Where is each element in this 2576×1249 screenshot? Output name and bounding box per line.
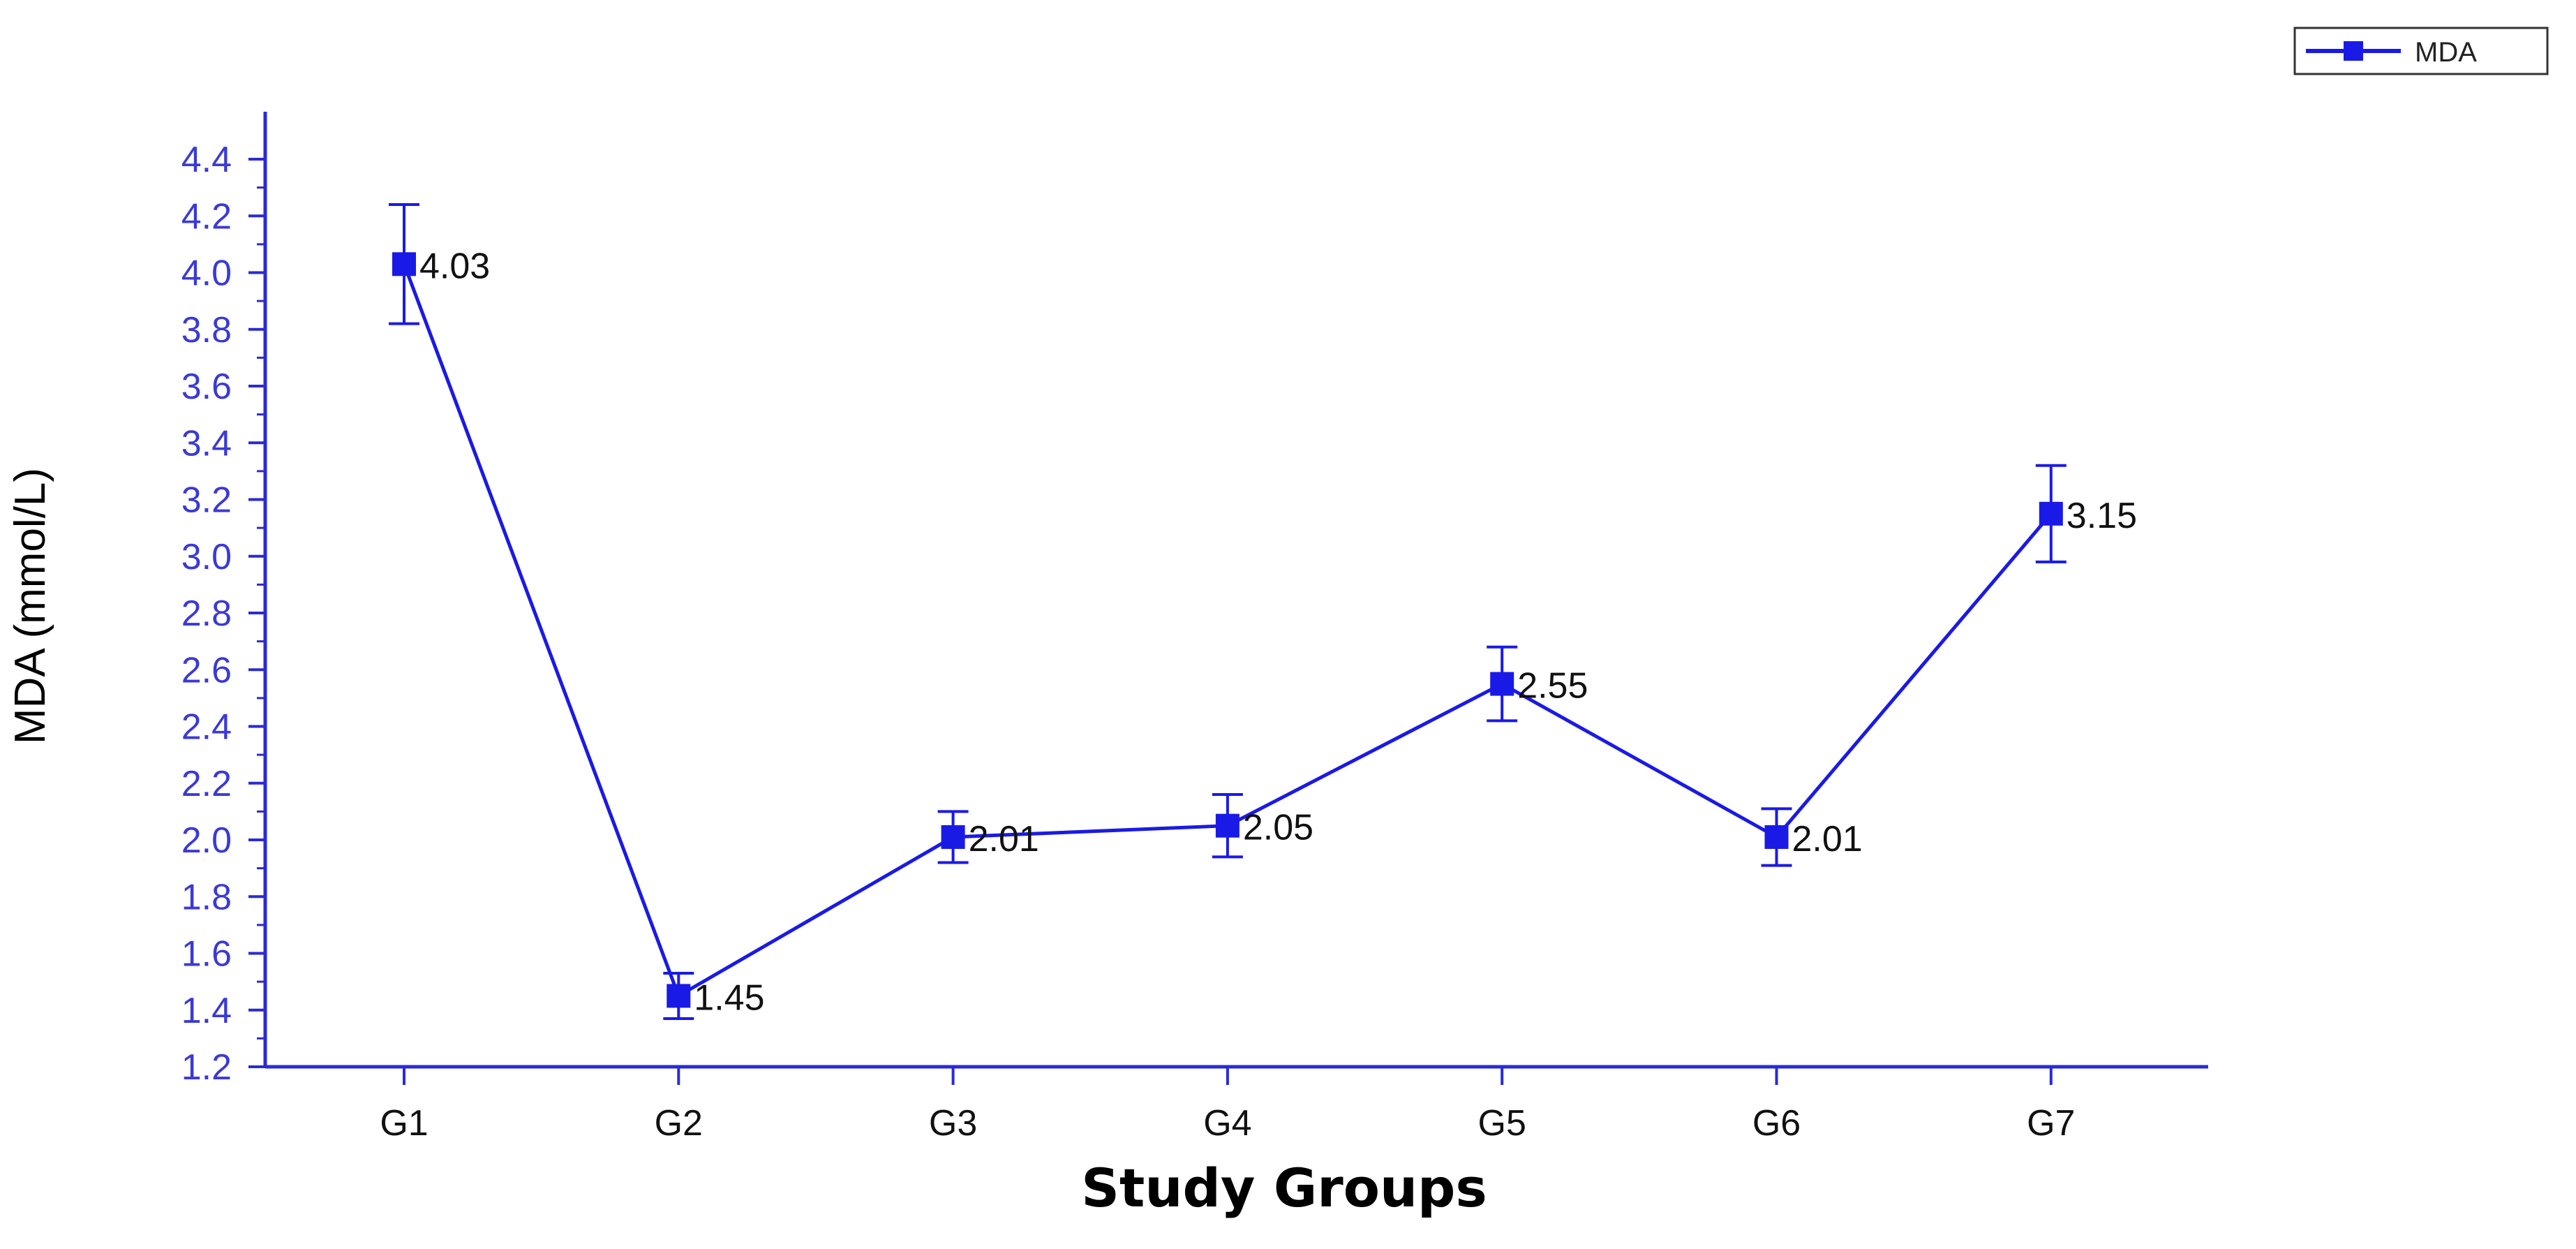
y-axis-title: MDA (mmol/L) (6, 468, 54, 744)
x-tick-label: G1 (380, 1103, 428, 1144)
y-tick-label: 1.8 (181, 877, 232, 917)
data-point (667, 984, 691, 1008)
data-label: 2.01 (1792, 819, 1863, 859)
y-tick-label: 2.0 (181, 820, 232, 861)
y-tick-label: 2.6 (181, 650, 232, 690)
data-point (392, 252, 416, 276)
labels-layer: 4.03 1.45 2.01 2.05 2.55 2.01 3.15 (419, 246, 2137, 1018)
y-tick-label: 1.6 (181, 934, 232, 975)
ticks-layer: 1.2 1.4 1.6 1.8 2.0 2.2 2.4 2.6 2.8 3.0 3.2 3.4 3.6 3… (181, 140, 2076, 1144)
data-label: 2.01 (969, 819, 1039, 859)
x-tick-label: G2 (655, 1103, 703, 1144)
data-point (2039, 501, 2063, 526)
data-label: 4.03 (419, 246, 490, 286)
y-tick-label: 1.4 (181, 991, 232, 1031)
legend: MDA (2293, 27, 2549, 75)
y-tick-label: 4.2 (181, 196, 232, 237)
x-tick-label: G3 (929, 1103, 977, 1144)
y-tick-label: 2.2 (181, 764, 232, 804)
y-tick-label: 3.8 (181, 310, 232, 350)
axes-layer (263, 112, 2208, 1069)
data-label: 2.55 (1517, 666, 1588, 707)
y-tick-label: 2.4 (181, 707, 232, 748)
data-point (941, 825, 965, 849)
data-label: 2.05 (1243, 808, 1313, 848)
series-line (402, 263, 2053, 998)
x-tick-label: G7 (2027, 1103, 2075, 1144)
y-tick-label: 3.0 (181, 537, 232, 577)
x-tick-label: G5 (1478, 1103, 1526, 1144)
y-tick-label: 3.2 (181, 480, 232, 521)
x-tick-label: G6 (1752, 1103, 1801, 1144)
y-tick-label: 4.0 (181, 253, 232, 294)
data-point (1215, 813, 1239, 838)
legend-marker-swatch (2344, 41, 2363, 61)
data-label: 3.15 (2067, 496, 2137, 536)
legend-label: MDA (2415, 37, 2477, 68)
y-tick-label: 3.6 (181, 367, 232, 407)
series-layer (389, 203, 2067, 1020)
x-axis-title: Study Groups (1081, 1157, 1487, 1219)
y-tick-label: 1.2 (181, 1047, 232, 1088)
data-label: 1.45 (694, 977, 764, 1018)
y-tick-label: 3.4 (181, 423, 232, 464)
x-tick-label: G4 (1203, 1103, 1251, 1144)
y-tick-label: 2.8 (181, 593, 232, 634)
y-tick-label: 4.4 (181, 140, 232, 180)
data-point (1490, 672, 1514, 696)
data-point (1764, 825, 1789, 849)
